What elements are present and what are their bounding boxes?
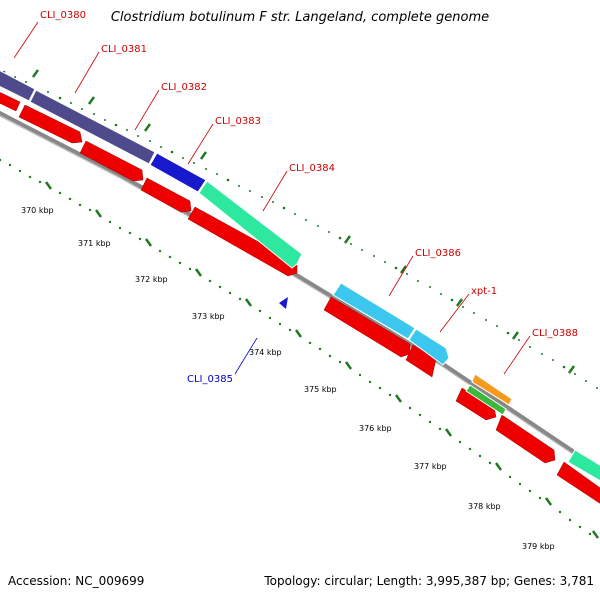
outer-major-ticks (31, 69, 576, 374)
label-cli0380: CLI_0380 (40, 10, 86, 21)
forward-gene-track (0, 70, 600, 482)
ruler-label: 374 kbp (249, 348, 282, 357)
label-cli0382: CLI_0382 (161, 82, 207, 93)
leader-cli0382 (134, 89, 160, 131)
gene-cli0380 (0, 70, 36, 102)
label-cli0388: CLI_0388 (532, 328, 578, 339)
inner-tick-track (0, 158, 592, 536)
gene-cli0385 (279, 297, 288, 309)
ruler-label: 379 kbp (522, 542, 555, 551)
label-cli0381: CLI_0381 (101, 44, 147, 55)
ruler-label: 376 kbp (359, 424, 392, 433)
cds-arrow (18, 104, 83, 144)
accession-text: Accession: NC_009699 (8, 574, 145, 588)
ruler-label: 372 kbp (135, 275, 168, 284)
cds-arrow (556, 461, 600, 504)
cds-arrow (140, 177, 192, 213)
cds-arrow (79, 140, 144, 182)
map-title: Clostridium botulinum F str. Langeland, … (110, 10, 490, 25)
gene-cli0381 (29, 89, 156, 165)
gene-cli0386 (332, 282, 416, 340)
leader-cli0384 (262, 170, 288, 212)
gene-cli0384 (198, 180, 303, 269)
ruler-labels: 370 kbp 371 kbp 372 kbp 373 kbp 374 kbp … (21, 206, 555, 551)
reverse-cds-track (0, 92, 600, 504)
gene-cli0388-orange (471, 373, 513, 406)
gene-xpt1 (408, 328, 450, 366)
leader-cli0386 (388, 255, 414, 297)
ruler-label: 371 kbp (78, 239, 111, 248)
label-leaders (13, 21, 531, 375)
gene-cli0383 (149, 152, 207, 193)
leader-cli0380 (13, 21, 39, 59)
topology-text: Topology: circular; Length: 3,995,387 bp… (264, 574, 594, 588)
label-xpt1: xpt-1 (471, 286, 497, 297)
cds-arrow (323, 296, 411, 358)
leader-cli0385 (234, 337, 258, 375)
ruler-label: 377 kbp (414, 462, 447, 471)
leader-cli0383 (187, 123, 214, 165)
outer-tick-track (2, 70, 598, 389)
gene-cli0388-green (465, 384, 507, 416)
label-cli0384: CLI_0384 (289, 163, 335, 174)
ruler-label: 373 kbp (192, 312, 225, 321)
leader-cli0388 (503, 335, 531, 375)
ruler-label: 370 kbp (21, 206, 54, 215)
cds-arrow (495, 414, 556, 464)
ruler-label: 378 kbp (468, 502, 501, 511)
label-cli0385: CLI_0385 (187, 374, 233, 385)
label-cli0383: CLI_0383 (215, 116, 261, 127)
ruler-label: 375 kbp (304, 385, 337, 394)
leader-xpt1 (439, 293, 470, 333)
label-cli0386: CLI_0386 (415, 248, 461, 259)
cds-arrow (0, 92, 21, 112)
gene-labels: CLI_0380 CLI_0381 CLI_0382 CLI_0383 CLI_… (40, 10, 578, 385)
gene-right-edge (567, 449, 600, 482)
leader-cli0381 (74, 51, 100, 94)
inner-major-ticks (44, 181, 600, 539)
